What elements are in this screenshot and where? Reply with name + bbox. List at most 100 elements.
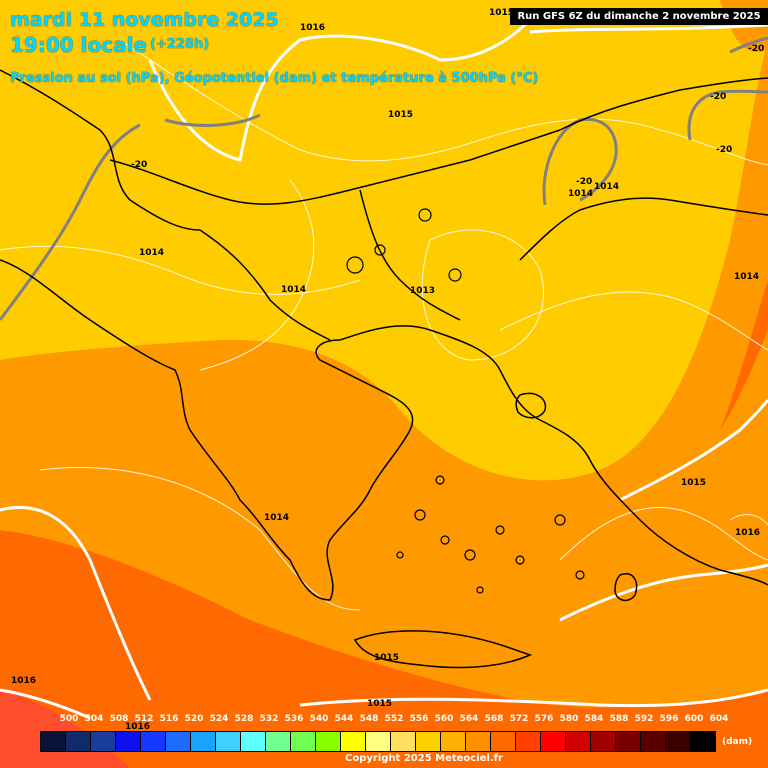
legend-value: 568 [484, 714, 504, 724]
isotherm-line [729, 36, 768, 54]
legend-value: 584 [584, 714, 604, 724]
coastline-blacksea [519, 197, 768, 261]
pressure-label: 1015 [681, 478, 707, 488]
pressure-label: 1014 [734, 272, 760, 282]
contour-1015-south [299, 688, 768, 708]
legend-swatch [40, 731, 66, 752]
border-balkans-2 [199, 229, 331, 341]
model-run-info: Run GFS 6Z du dimanche 2 novembre 2025 [510, 8, 768, 25]
contour-1016-north [529, 23, 768, 34]
border-north [0, 69, 201, 231]
legend-value: 500 [59, 714, 79, 724]
island [554, 514, 566, 526]
contour-1015-east [619, 399, 768, 502]
legend-value: 592 [634, 714, 654, 724]
legend-swatch [340, 731, 366, 752]
island [418, 208, 432, 222]
legend-swatch [665, 731, 691, 752]
legend-swatch [290, 731, 316, 752]
pressure-label: 1016 [735, 528, 761, 538]
contour-1015-north [148, 18, 532, 162]
legend-value: 556 [409, 714, 429, 724]
island [374, 244, 386, 256]
legend-value: 548 [359, 714, 379, 724]
temperature-label: -20 [748, 44, 765, 54]
island [495, 525, 505, 535]
legend-swatch [465, 731, 491, 752]
coastline-aegean-north [339, 325, 591, 461]
forecast-time: 19:00 locale [10, 33, 147, 57]
island [515, 555, 525, 565]
legend-value: 504 [84, 714, 104, 724]
legend-value: 600 [684, 714, 704, 724]
legend-unit: (dam) [722, 737, 753, 747]
isobars [0, 39, 768, 611]
legend-value: 524 [209, 714, 229, 724]
island [464, 549, 476, 561]
isobar-line [119, 39, 768, 166]
legend-swatch [240, 731, 266, 752]
legend-value: 536 [284, 714, 304, 724]
island [414, 509, 426, 521]
pressure-label: 1015 [388, 110, 414, 120]
island [346, 256, 364, 274]
legend-swatch [540, 731, 566, 752]
pressure-label: 1016 [125, 722, 151, 732]
legend-swatch [65, 731, 91, 752]
island [396, 551, 404, 559]
map-subtitle: Pression au sol (hPa), Géopotentiel (dam… [10, 71, 539, 86]
isobar-line [729, 514, 768, 526]
legend-value: 604 [709, 714, 729, 724]
borders [0, 69, 768, 669]
legend-swatch [640, 731, 666, 752]
coastline-greece [189, 339, 414, 601]
forecast-date: mardi 11 novembre 2025 [10, 9, 279, 31]
isobar-line [0, 245, 361, 295]
pressure-label: 1015 [489, 8, 515, 18]
isotherm-line [542, 117, 618, 206]
legend-value: 540 [309, 714, 329, 724]
legend-swatch [140, 731, 166, 752]
pressure-label: 1015 [374, 653, 400, 663]
border-balkans-3 [359, 189, 461, 321]
pressure-label: 1016 [11, 676, 37, 686]
legend-swatch [690, 731, 716, 752]
pressure-label: 1014 [281, 285, 307, 295]
legend-value: 544 [334, 714, 354, 724]
coastline-lesbos [515, 392, 547, 419]
legend-value: 516 [159, 714, 179, 724]
legend-value: 508 [109, 714, 129, 724]
legend-swatch [565, 731, 591, 752]
pressure-label: 1015 [367, 699, 393, 709]
contour-1015-southeast [559, 563, 768, 622]
island [476, 586, 484, 594]
pressure-label: 1014 [594, 182, 620, 192]
legend-value: 552 [384, 714, 404, 724]
islands [346, 208, 585, 594]
isotherm-line [0, 123, 141, 321]
legend-swatch [490, 731, 516, 752]
copyright: Copyright 2025 Meteociel.fr [345, 753, 503, 764]
pressure-contours [0, 18, 768, 720]
pressure-label: 1013 [410, 286, 436, 296]
pressure-label: 1014 [139, 248, 165, 258]
legend-value: 564 [459, 714, 479, 724]
legend-value: 512 [134, 714, 154, 724]
legend-value: 588 [609, 714, 629, 724]
legend-swatch [315, 731, 341, 752]
isobar-line [559, 506, 768, 561]
coastline-turkey [589, 459, 768, 586]
legend-value: 528 [234, 714, 254, 724]
legend-value: 580 [559, 714, 579, 724]
legend-value: 520 [184, 714, 204, 724]
border-east [559, 77, 768, 131]
isobar-line [199, 179, 315, 371]
island [575, 570, 585, 580]
island [440, 535, 450, 545]
legend-swatch [515, 731, 541, 752]
isobar-line [421, 229, 544, 361]
legend-swatch [390, 731, 416, 752]
legend-swatch [165, 731, 191, 752]
coastline-crete [353, 630, 533, 669]
